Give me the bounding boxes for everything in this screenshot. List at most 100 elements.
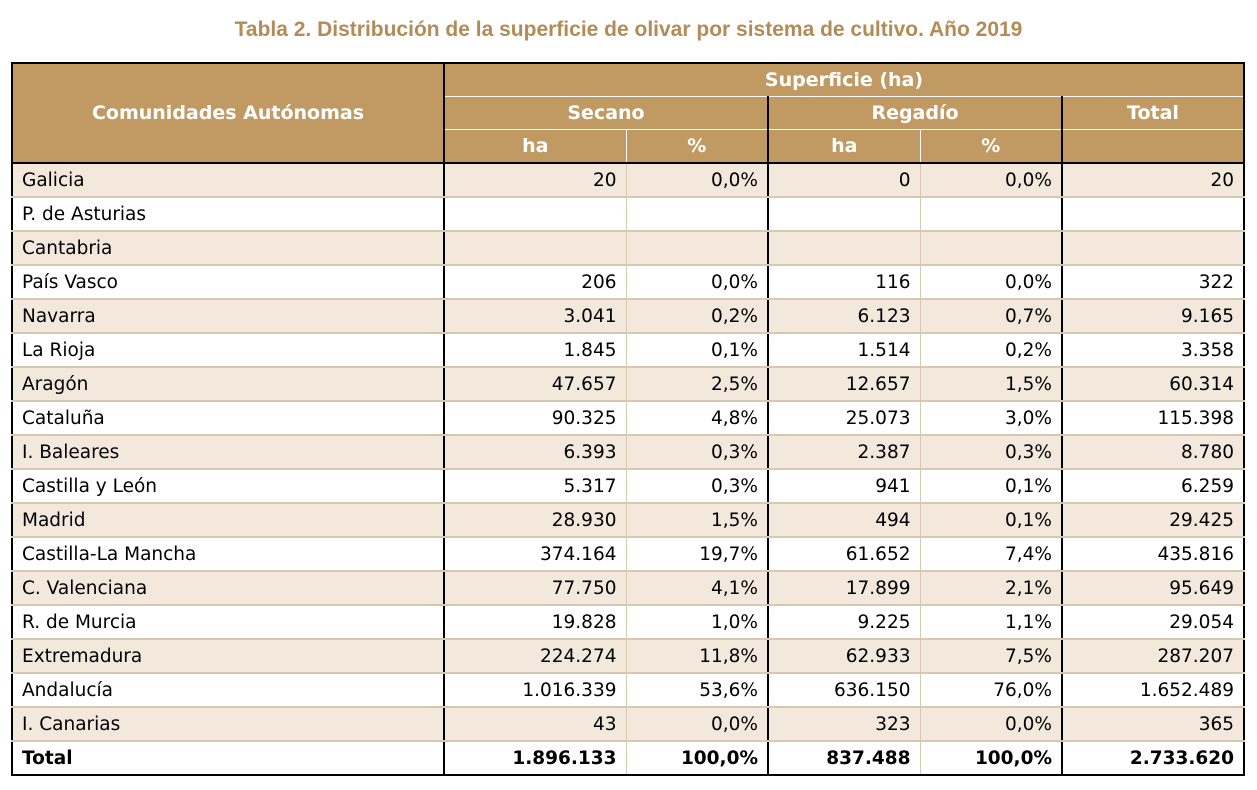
header-superficie: Superficie (ha): [443, 62, 1245, 97]
secano-pct-cell: [626, 197, 769, 232]
table-row: Madrid 28.930 1,5% 494 0,1% 29.425: [11, 503, 1245, 538]
table-row: R. de Murcia 19.828 1,0% 9.225 1,1% 29.054: [11, 605, 1245, 640]
region-name: Castilla-La Mancha: [11, 537, 445, 572]
header-total: Total: [1061, 96, 1245, 130]
table-row: I. Canarias 43 0,0% 323 0,0% 365: [11, 707, 1245, 742]
regadio-pct-cell: 1,5%: [920, 367, 1063, 402]
table-row: I. Baleares 6.393 0,3% 2.387 0,3% 8.780: [11, 435, 1245, 470]
secano-ha-cell: 47.657: [444, 367, 627, 402]
region-name: P. de Asturias: [11, 197, 445, 232]
regadio-pct-cell: 0,1%: [920, 503, 1063, 538]
table-row: País Vasco 206 0,0% 116 0,0% 322: [11, 265, 1245, 300]
regadio-ha-cell: 62.933: [768, 639, 921, 674]
region-name: Castilla y León: [11, 469, 445, 504]
total-cell: 9.165: [1062, 299, 1245, 334]
regadio-ha-cell: [768, 197, 921, 232]
regadio-pct-cell: 7,4%: [920, 537, 1063, 572]
secano-pct-cell: 0,2%: [626, 299, 769, 334]
total-cell: 29.425: [1062, 503, 1245, 538]
header-region: Comunidades Autónomas: [11, 62, 445, 164]
total-cell: 8.780: [1062, 435, 1245, 470]
total-cell: 29.054: [1062, 605, 1245, 640]
secano-ha-cell: 206: [444, 265, 627, 300]
table-row: Cantabria: [11, 231, 1245, 266]
secano-ha-cell: 19.828: [444, 605, 627, 640]
secano-pct-cell: 2,5%: [626, 367, 769, 402]
region-name: I. Canarias: [11, 707, 445, 742]
secano-ha-cell: 43: [444, 707, 627, 742]
header-secano-pct: %: [625, 129, 769, 164]
table-row: Cataluña 90.325 4,8% 25.073 3,0% 115.398: [11, 401, 1245, 436]
regadio-pct-cell: 0,1%: [920, 469, 1063, 504]
regadio-pct-cell: 0,0%: [920, 707, 1063, 742]
secano-pct-cell: 0,3%: [626, 469, 769, 504]
secano-pct-cell: 1,0%: [626, 605, 769, 640]
region-name: Andalucía: [11, 673, 445, 708]
total-cell: 6.259: [1062, 469, 1245, 504]
secano-ha-cell: 374.164: [444, 537, 627, 572]
secano-pct-cell: 11,8%: [626, 639, 769, 674]
regadio-ha-cell: 494: [768, 503, 921, 538]
secano-pct-cell: 4,1%: [626, 571, 769, 606]
header-total-blank: [1061, 129, 1245, 164]
secano-ha-cell: 5.317: [444, 469, 627, 504]
secano-pct-cell: 19,7%: [626, 537, 769, 572]
regadio-ha-cell: 116: [768, 265, 921, 300]
secano-ha-cell: 1.016.339: [444, 673, 627, 708]
header-regadio-pct: %: [919, 129, 1063, 164]
secano-ha-cell: [444, 231, 627, 266]
secano-pct-cell: 0,3%: [626, 435, 769, 470]
total-regadio-ha-cell: 837.488: [768, 740, 921, 776]
region-name: País Vasco: [11, 265, 445, 300]
regadio-pct-cell: 76,0%: [920, 673, 1063, 708]
regadio-ha-cell: 17.899: [768, 571, 921, 606]
secano-pct-cell: 0,0%: [626, 265, 769, 300]
header-regadio-ha: ha: [767, 129, 921, 164]
total-row: Total 1.896.133 100,0% 837.488 100,0% 2.733.6…: [11, 740, 1245, 776]
total-cell: 322: [1062, 265, 1245, 300]
total-total-cell: 2.733.620: [1062, 740, 1245, 776]
regadio-ha-cell: 0: [768, 163, 921, 198]
secano-ha-cell: 3.041: [444, 299, 627, 334]
region-name: Madrid: [11, 503, 445, 538]
regadio-ha-cell: 12.657: [768, 367, 921, 402]
region-name: Galicia: [11, 163, 445, 198]
regadio-ha-cell: [768, 231, 921, 266]
total-secano-ha-cell: 1.896.133: [444, 740, 627, 776]
total-cell: 365: [1062, 707, 1245, 742]
secano-ha-cell: [444, 197, 627, 232]
table-row: Castilla-La Mancha 374.164 19,7% 61.652 7,4%…: [11, 537, 1245, 572]
total-cell: 1.652.489: [1062, 673, 1245, 708]
secano-ha-cell: 224.274: [444, 639, 627, 674]
region-name: Extremadura: [11, 639, 445, 674]
regadio-ha-cell: 25.073: [768, 401, 921, 436]
regadio-ha-cell: 323: [768, 707, 921, 742]
secano-pct-cell: 4,8%: [626, 401, 769, 436]
regadio-pct-cell: 2,1%: [920, 571, 1063, 606]
region-name: C. Valenciana: [11, 571, 445, 606]
total-cell: 115.398: [1062, 401, 1245, 436]
region-name: Cantabria: [11, 231, 445, 266]
table-row: Galicia 20 0,0% 0 0,0% 20: [11, 163, 1245, 198]
regadio-ha-cell: 941: [768, 469, 921, 504]
total-cell: 60.314: [1062, 367, 1245, 402]
table-body: Galicia 20 0,0% 0 0,0% 20 P. de Asturias Cantab…: [11, 163, 1245, 776]
regadio-pct-cell: 7,5%: [920, 639, 1063, 674]
regadio-pct-cell: 0,0%: [920, 265, 1063, 300]
total-cell: 435.816: [1062, 537, 1245, 572]
regadio-ha-cell: 2.387: [768, 435, 921, 470]
total-cell: 3.358: [1062, 333, 1245, 368]
table-row: La Rioja 1.845 0,1% 1.514 0,2% 3.358: [11, 333, 1245, 368]
secano-pct-cell: 0,0%: [626, 163, 769, 198]
total-regadio-pct-cell: 100,0%: [920, 740, 1063, 776]
regadio-pct-cell: [920, 231, 1063, 266]
regadio-ha-cell: 1.514: [768, 333, 921, 368]
regadio-pct-cell: 0,3%: [920, 435, 1063, 470]
table-row: Aragón 47.657 2,5% 12.657 1,5% 60.314: [11, 367, 1245, 402]
total-cell: [1062, 197, 1245, 232]
regadio-pct-cell: [920, 197, 1063, 232]
header-secano-ha: ha: [443, 129, 627, 164]
regadio-ha-cell: 9.225: [768, 605, 921, 640]
table-row: C. Valenciana 77.750 4,1% 17.899 2,1% 95.649: [11, 571, 1245, 606]
regadio-pct-cell: 1,1%: [920, 605, 1063, 640]
